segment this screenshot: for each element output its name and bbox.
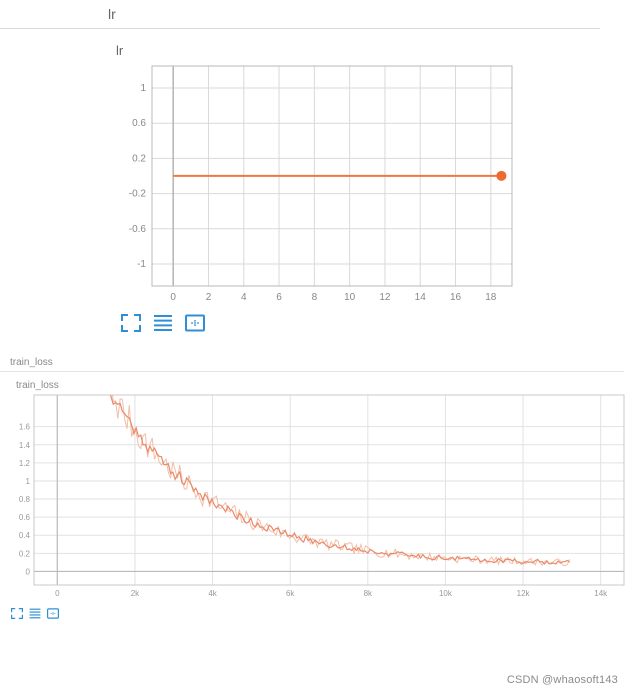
loss-chart: 0 0.2 0.4 0.6 0.8 1 1.2 1.4 1.6 0 2k 4k 6k 8k 10k 12k 14… — [6, 393, 630, 603]
svg-text:0.4: 0.4 — [19, 531, 31, 540]
svg-text:0.8: 0.8 — [19, 495, 31, 504]
svg-text:0: 0 — [55, 589, 60, 598]
svg-text:-1: -1 — [137, 259, 146, 270]
svg-text:6: 6 — [276, 292, 282, 303]
svg-text:0.6: 0.6 — [19, 513, 31, 522]
loss-chart-svg: 0 0.2 0.4 0.6 0.8 1 1.2 1.4 1.6 0 2k 4k 6k 8k 10k 12k 14… — [6, 393, 630, 603]
svg-text:1: 1 — [140, 83, 146, 94]
svg-text:0.2: 0.2 — [132, 153, 146, 164]
svg-text:14k: 14k — [594, 589, 608, 598]
lr-chart-svg: 0 2 4 6 8 10 12 14 16 18 1 0.6 0.2 -0.2 -0.6 -1 — [108, 62, 522, 308]
expand-icon[interactable] — [120, 314, 142, 332]
lr-chart-title: lr — [0, 29, 630, 62]
svg-text:0: 0 — [26, 567, 31, 576]
svg-text:4k: 4k — [208, 589, 217, 598]
svg-text:10: 10 — [344, 292, 356, 303]
svg-text:16: 16 — [450, 292, 462, 303]
svg-text:0: 0 — [170, 292, 176, 303]
list-icon[interactable] — [152, 314, 174, 332]
lr-chart: 0 2 4 6 8 10 12 14 16 18 1 0.6 0.2 -0.2 -0.6 -1 — [108, 62, 630, 308]
svg-text:12: 12 — [379, 292, 391, 303]
svg-text:1: 1 — [26, 477, 31, 486]
svg-text:8: 8 — [312, 292, 318, 303]
svg-text:2k: 2k — [131, 589, 140, 598]
svg-text:1.4: 1.4 — [19, 441, 31, 450]
watermark: CSDN @whaosoft143 — [507, 674, 618, 686]
svg-text:12k: 12k — [517, 589, 531, 598]
loss-chart-title: train_loss — [0, 372, 630, 393]
svg-text:18: 18 — [485, 292, 497, 303]
svg-text:0.6: 0.6 — [132, 118, 146, 129]
svg-text:4: 4 — [241, 292, 247, 303]
svg-text:1.6: 1.6 — [19, 423, 31, 432]
svg-text:-0.2: -0.2 — [129, 189, 147, 200]
svg-text:1.2: 1.2 — [19, 459, 31, 468]
fit-icon[interactable] — [46, 607, 60, 619]
loss-section-title: train_loss — [0, 354, 624, 372]
svg-text:-0.6: -0.6 — [129, 224, 147, 235]
svg-text:8k: 8k — [364, 589, 373, 598]
expand-icon[interactable] — [10, 607, 24, 619]
loss-toolbar — [10, 607, 630, 619]
lr-toolbar — [120, 314, 630, 332]
svg-text:0.2: 0.2 — [19, 549, 31, 558]
svg-text:14: 14 — [415, 292, 427, 303]
fit-icon[interactable] — [184, 314, 206, 332]
lr-section-title: lr — [0, 0, 600, 29]
list-icon[interactable] — [28, 607, 42, 619]
svg-text:2: 2 — [206, 292, 212, 303]
svg-text:10k: 10k — [439, 589, 453, 598]
svg-text:6k: 6k — [286, 589, 295, 598]
